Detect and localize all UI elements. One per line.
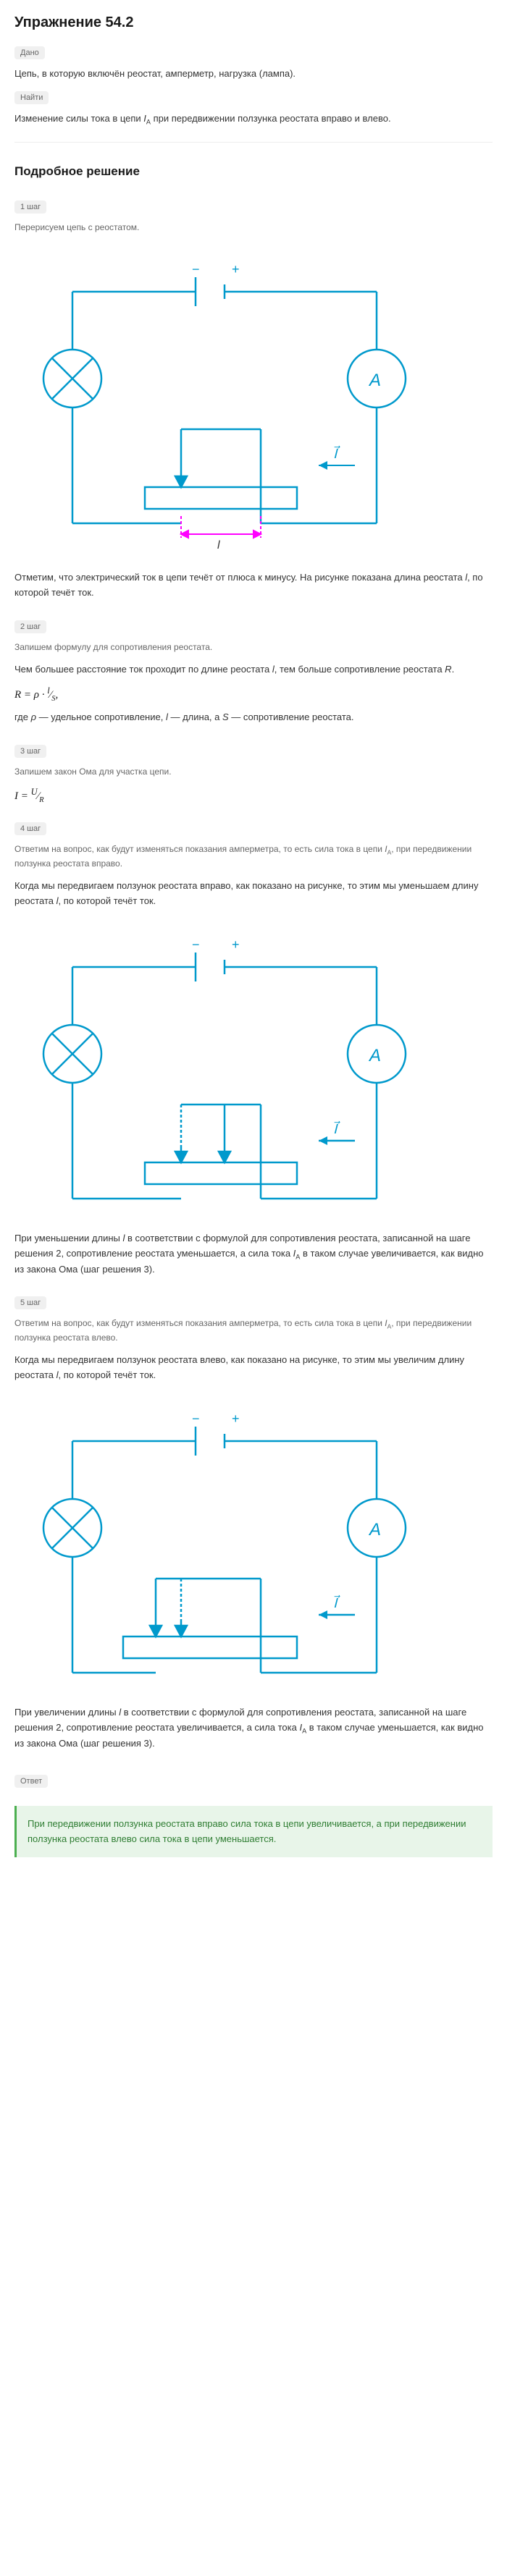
step2-text2: Чем большее расстояние ток проходит по д… — [14, 662, 493, 677]
step3-label: 3 шаг — [14, 745, 46, 758]
given-text: Цепь, в которую включён реостат, амперме… — [14, 67, 493, 82]
svg-text:I⃗: I⃗ — [333, 446, 340, 461]
step1-after: Отметим, что электрический ток в цепи те… — [14, 570, 493, 601]
circuit-diagram-2: − + A I⃗ — [14, 924, 493, 1217]
given-label: Дано — [14, 46, 45, 59]
step2-formula: R = ρ · l⁄S, — [14, 685, 493, 703]
step3-text: Запишем закон Ома для участка цепи. — [14, 765, 493, 778]
svg-text:A: A — [368, 1046, 381, 1065]
page-title: Упражнение 54.2 — [14, 14, 493, 31]
svg-text:I⃗: I⃗ — [333, 1595, 340, 1610]
svg-text:l: l — [217, 539, 220, 552]
step4-label: 4 шаг — [14, 822, 46, 835]
step5-text2: Когда мы передвигаем ползунок реостата в… — [14, 1353, 493, 1383]
svg-text:−: − — [192, 937, 200, 952]
svg-text:I⃗: I⃗ — [333, 1120, 340, 1136]
circuit-diagram-3: − + A I⃗ — [14, 1398, 493, 1691]
circuit-diagram-1: − + A I⃗ l — [14, 248, 493, 556]
divider — [14, 142, 493, 143]
answer-label: Ответ — [14, 1775, 48, 1788]
solution-title: Подробное решение — [14, 164, 493, 179]
svg-text:−: − — [192, 262, 200, 276]
step4-text2: Когда мы передвигаем ползунок реостата в… — [14, 879, 493, 909]
svg-text:+: + — [232, 1411, 240, 1426]
svg-text:+: + — [232, 937, 240, 952]
answer-box: При передвижении ползунка реостата вправ… — [14, 1806, 493, 1858]
svg-text:−: − — [192, 1411, 200, 1426]
step3-formula: I = U⁄R — [14, 787, 493, 804]
find-label: Найти — [14, 91, 49, 104]
step5-label: 5 шаг — [14, 1296, 46, 1309]
step1-text: Перерисуем цепь с реостатом. — [14, 221, 493, 234]
svg-text:A: A — [368, 371, 381, 390]
step2-text1: Запишем формулу для сопротивления реоста… — [14, 641, 493, 654]
step2-text3: где ρ — удельное сопротивление, l — длин… — [14, 710, 493, 725]
svg-text:+: + — [232, 262, 240, 276]
find-text: Изменение силы тока в цепи IA при передв… — [14, 111, 493, 127]
step5-text1: Ответим на вопрос, как будут изменяться … — [14, 1317, 493, 1344]
svg-text:A: A — [368, 1520, 381, 1540]
step5-after: При увеличении длины l в соответствии с … — [14, 1705, 493, 1752]
step1-label: 1 шаг — [14, 200, 46, 214]
step4-text1: Ответим на вопрос, как будут изменяться … — [14, 843, 493, 870]
step4-after: При уменьшении длины l в соответствии с … — [14, 1231, 493, 1278]
step2-label: 2 шаг — [14, 620, 46, 633]
